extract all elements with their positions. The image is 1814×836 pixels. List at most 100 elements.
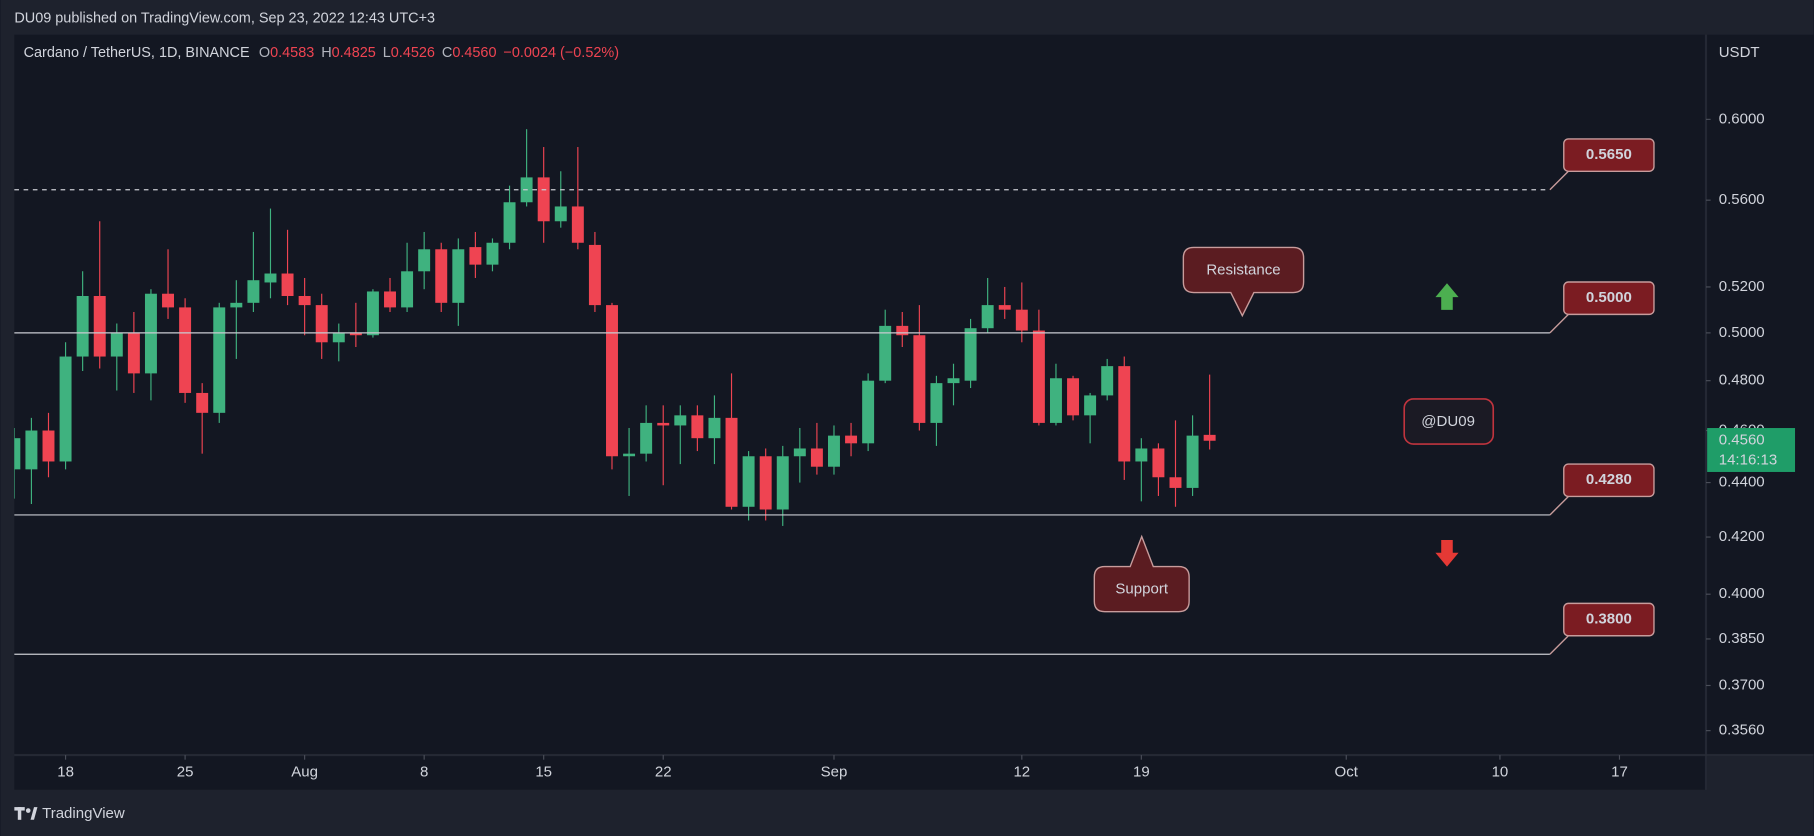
- candle-body: [435, 249, 448, 303]
- level-label: 0.5650: [1586, 146, 1632, 163]
- candle-body: [623, 453, 636, 457]
- candle-body: [1067, 378, 1080, 416]
- x-tick-label: 19: [1133, 763, 1150, 780]
- candle-body: [571, 206, 584, 243]
- candle-body: [76, 295, 89, 357]
- candle-body: [896, 325, 909, 336]
- candle-body: [366, 291, 379, 336]
- level-pointer: [1549, 495, 1569, 516]
- y-tick-label: 0.5200: [1719, 278, 1765, 295]
- x-tick-label: 25: [177, 763, 194, 780]
- candle-body: [793, 448, 806, 457]
- watermark-box: [1403, 398, 1495, 445]
- candle-body: [1049, 378, 1062, 423]
- candle-body: [401, 271, 414, 308]
- x-tick-label: Aug: [291, 763, 318, 780]
- plot-area: [14, 34, 1705, 754]
- level-label-box: [1563, 281, 1655, 316]
- candle-body: [845, 435, 858, 444]
- candle-body: [332, 332, 345, 343]
- y-tick-label: 0.4000: [1719, 585, 1765, 602]
- callout-text: Support: [1115, 581, 1168, 598]
- ohlc-value: 0.4583: [270, 45, 314, 61]
- ohlc-value: 0.4560: [452, 45, 496, 61]
- level-label-box: [1563, 138, 1655, 172]
- watermark: @DU09: [1421, 413, 1475, 430]
- y-tick-label: 0.5600: [1719, 191, 1765, 208]
- ohlc-value: 0.4825: [332, 45, 376, 61]
- candle-body: [998, 305, 1011, 310]
- level-pointer: [1549, 170, 1569, 191]
- change: −0.0024 (−0.52%): [503, 45, 619, 61]
- candle-body: [503, 202, 516, 243]
- x-tick-label: 17: [1611, 763, 1628, 780]
- candle-body: [742, 456, 755, 507]
- candle-body: [59, 356, 72, 462]
- x-tick-label: Oct: [1335, 763, 1359, 780]
- candle-body: [879, 325, 892, 381]
- ohlc-key: L: [383, 45, 391, 61]
- candle-body: [913, 335, 926, 423]
- y-tick-label: 0.4800: [1719, 372, 1765, 389]
- arrow-up: [1435, 283, 1459, 310]
- candle-body: [674, 415, 687, 426]
- level-label: 0.5000: [1586, 289, 1632, 306]
- candle-body: [1084, 395, 1097, 416]
- candle-body: [691, 415, 704, 439]
- candle-body: [452, 249, 465, 303]
- candle-body: [810, 448, 823, 467]
- candle-body: [93, 295, 106, 357]
- candle-body: [1118, 366, 1131, 462]
- ohlc-key: C: [442, 45, 452, 61]
- plot: [14, 129, 1216, 526]
- candle-body: [725, 417, 738, 507]
- candle-body: [776, 456, 789, 510]
- y-tick-label: 0.3700: [1719, 676, 1765, 693]
- candle-body: [1203, 434, 1216, 441]
- candle-body: [554, 206, 567, 222]
- candle-body: [708, 417, 721, 439]
- candle-body: [127, 332, 140, 374]
- candle-body: [213, 307, 226, 413]
- y-tick-label: 0.5000: [1719, 324, 1765, 341]
- level-label-box: [1563, 602, 1655, 637]
- candle-body: [640, 422, 653, 454]
- x-tick-label: 12: [1013, 763, 1030, 780]
- countdown: 14:16:13: [1719, 451, 1777, 468]
- callout-box: [1093, 534, 1190, 613]
- footer-brand: TradingView: [42, 805, 125, 822]
- arrow-down: [1435, 539, 1459, 567]
- candle-body: [14, 438, 21, 470]
- candle-body: [196, 392, 209, 413]
- symbol: Cardano / TetherUS, 1D, BINANCE: [24, 45, 250, 61]
- candle-body: [230, 302, 243, 308]
- level-pointer: [1549, 313, 1569, 334]
- candle-body: [25, 430, 38, 470]
- ohlc-value: 0.4526: [391, 45, 435, 61]
- candle-body: [1169, 477, 1182, 488]
- x-tick-label: 22: [655, 763, 672, 780]
- footer-logo: [14, 807, 38, 820]
- candle-body: [828, 435, 840, 467]
- candle-body: [264, 273, 277, 283]
- x-tick-label: 18: [57, 763, 74, 780]
- candle-body: [469, 247, 482, 265]
- x-tick-label: Sep: [821, 763, 848, 780]
- candle-body: [281, 273, 294, 296]
- candle-body: [981, 305, 994, 329]
- candle-body: [947, 378, 960, 384]
- candle-body: [1152, 448, 1165, 478]
- candle-body: [384, 291, 396, 308]
- level-label: 0.4280: [1586, 471, 1632, 488]
- candle-body: [247, 280, 260, 303]
- x-tick-label: 15: [535, 763, 552, 780]
- y-tick-label: 0.4400: [1719, 474, 1765, 491]
- price-axis-area: [1707, 34, 1814, 754]
- callout-text: Resistance: [1206, 262, 1280, 279]
- candle-body: [298, 295, 311, 306]
- candle-body: [144, 293, 157, 374]
- y-tick-label: 0.3560: [1719, 722, 1765, 739]
- ohlc-key: H: [321, 45, 331, 61]
- y-tick-label: 0.6000: [1719, 110, 1765, 127]
- y-axis-label: USDT: [1719, 44, 1760, 61]
